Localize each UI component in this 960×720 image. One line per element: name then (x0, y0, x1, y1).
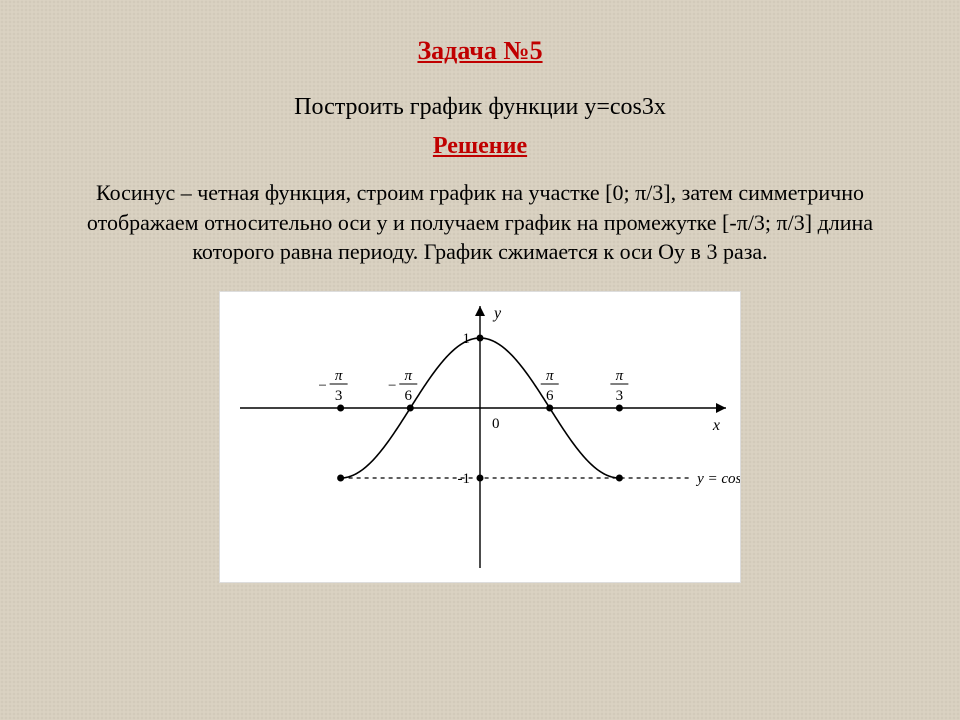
svg-text:−: − (318, 378, 326, 394)
svg-text:−: − (388, 378, 396, 394)
svg-text:π: π (405, 368, 413, 384)
svg-text:0: 0 (492, 416, 500, 432)
graph-container: yx01-1−π3−π6π6π3y = cos3x (0, 291, 960, 583)
svg-text:3: 3 (616, 388, 624, 404)
svg-text:6: 6 (405, 388, 413, 404)
svg-text:6: 6 (546, 388, 554, 404)
svg-text:π: π (546, 368, 554, 384)
solution-heading: Решение (0, 133, 960, 160)
slide: Задача №5 Построить график функции y=cos… (0, 0, 960, 720)
svg-text:x: x (712, 417, 720, 434)
cos3x-graph: yx01-1−π3−π6π6π3y = cos3x (219, 291, 741, 583)
svg-text:1: 1 (463, 331, 471, 347)
solution-body: Косинус – четная функция, строим график … (0, 178, 960, 267)
svg-text:y: y (492, 305, 502, 322)
svg-text:-1: -1 (458, 471, 471, 487)
problem-statement: Построить график функции y=cos3x (0, 94, 960, 121)
function-label: y = cos3x (695, 471, 741, 487)
svg-text:π: π (616, 368, 624, 384)
svg-text:3: 3 (335, 388, 343, 404)
task-title: Задача №5 (0, 36, 960, 66)
svg-text:π: π (335, 368, 343, 384)
